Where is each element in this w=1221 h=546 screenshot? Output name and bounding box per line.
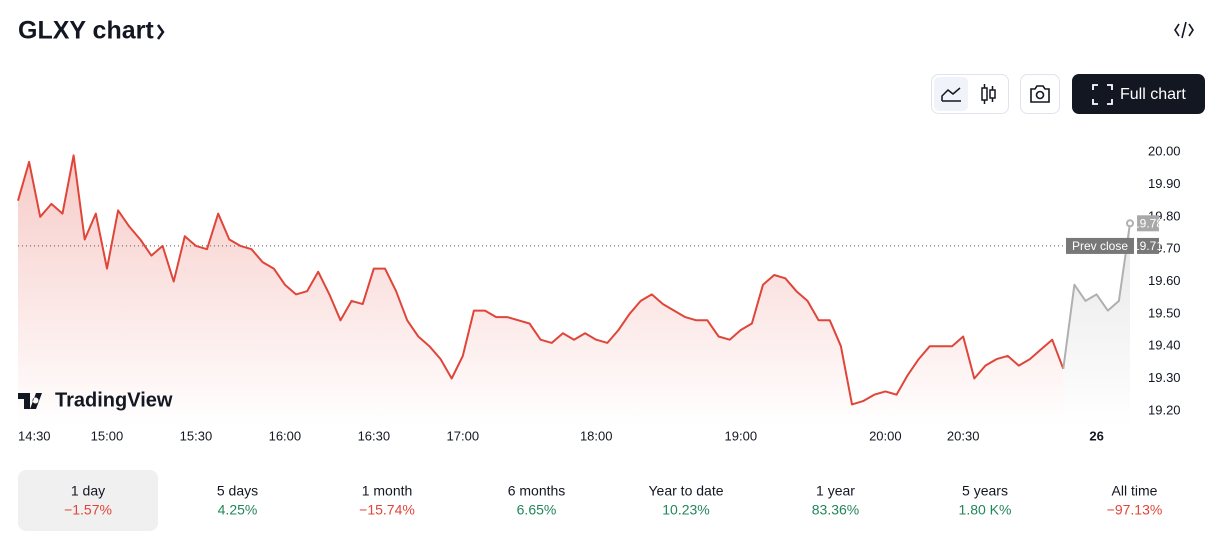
area	[18, 155, 1064, 427]
period-tab[interactable]	[168, 470, 308, 531]
prev-close-value: 19.71	[1133, 239, 1163, 253]
x-tick-label: 20:30	[947, 428, 980, 443]
y-tick-label: 19.90	[1148, 176, 1181, 191]
tradingview-logo	[18, 393, 42, 409]
x-tick-label: 18:00	[580, 428, 613, 443]
candle-style-button[interactable]	[981, 84, 996, 104]
period-tab[interactable]	[317, 470, 457, 531]
period-change: 83.36%	[812, 502, 859, 518]
prev-close-value-badge	[1137, 237, 1159, 254]
period-label: 6 months	[508, 483, 566, 499]
x-tick-label: 19:00	[725, 428, 758, 443]
period-change: 1.80 K%	[959, 502, 1012, 518]
period-tab[interactable]	[616, 470, 756, 531]
last-price-label: 19.78	[1133, 216, 1163, 230]
period-label: 5 years	[962, 483, 1008, 499]
period-tab[interactable]	[467, 470, 607, 531]
line-style-button[interactable]	[934, 77, 968, 111]
period-change: 10.23%	[662, 502, 709, 518]
period-label: 5 days	[217, 483, 258, 499]
full-chart-button[interactable]	[1072, 74, 1205, 114]
period-label: All time	[1112, 483, 1158, 499]
camera-icon	[1030, 85, 1050, 103]
last-point	[1126, 219, 1134, 228]
period-change: −15.74%	[359, 502, 415, 518]
period-label: 1 month	[362, 483, 413, 499]
y-tick-label: 19.30	[1148, 370, 1181, 385]
prev-close-badge	[1066, 237, 1134, 254]
period-label: Year to date	[649, 483, 724, 499]
x-tick-label: 14:30	[18, 428, 51, 443]
period-change: −1.57%	[64, 502, 112, 518]
y-tick-label: 20.00	[1148, 144, 1181, 159]
period-tab[interactable]	[1065, 470, 1205, 531]
period-label: 1 year	[816, 483, 855, 499]
period-tab[interactable]	[766, 470, 906, 531]
snapshot-button[interactable]	[1020, 74, 1060, 114]
watermark: TradingView	[55, 389, 173, 411]
y-tick-label: 19.20	[1148, 402, 1181, 417]
period-change: 6.65%	[517, 502, 557, 518]
y-tick-label: 19.60	[1148, 273, 1181, 288]
last-price-badge	[1137, 215, 1159, 232]
x-tick-label: 20:00	[869, 428, 902, 443]
line-icon	[941, 87, 961, 102]
area	[1063, 223, 1130, 427]
period-tab-selected[interactable]	[18, 470, 158, 531]
fullscreen-icon	[1092, 84, 1113, 105]
embed-icon[interactable]	[1174, 21, 1194, 39]
y-tick-label: 19.50	[1148, 305, 1181, 320]
prev-close-label: Prev close	[1072, 239, 1128, 253]
x-tick-label: 16:00	[269, 428, 302, 443]
x-tick-label: 17:00	[447, 428, 480, 443]
period-label: 1 day	[71, 483, 105, 499]
full-chart-label: Full chart	[1120, 86, 1186, 103]
period-change: −97.13%	[1107, 502, 1163, 518]
price-line	[17, 154, 1065, 406]
price-line	[1062, 223, 1131, 369]
y-tick-label: 19.40	[1148, 338, 1181, 353]
title[interactable]: GLXY chart	[18, 17, 154, 45]
period-tab[interactable]	[915, 470, 1055, 531]
x-tick-label: 26	[1089, 428, 1103, 443]
x-tick-label: 15:30	[180, 428, 213, 443]
x-tick-label: 15:00	[91, 428, 124, 443]
period-change: 4.25%	[218, 502, 258, 518]
x-tick-label: 16:30	[358, 428, 391, 443]
chevron	[156, 24, 165, 40]
